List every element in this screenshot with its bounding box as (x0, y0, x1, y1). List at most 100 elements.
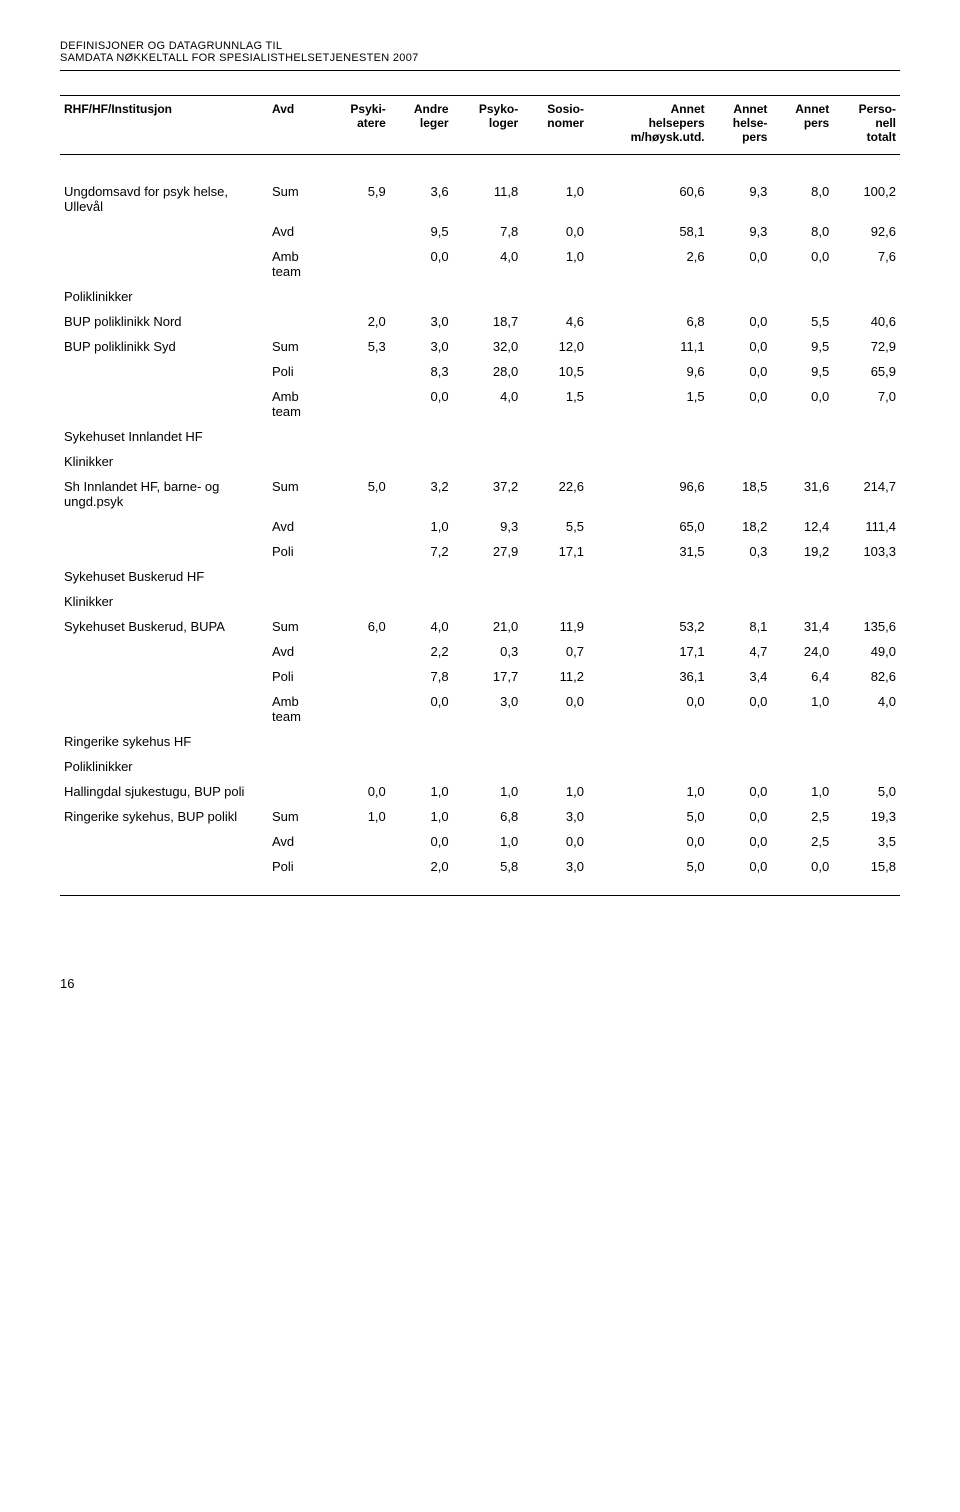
cell-value: 0,0 (709, 334, 772, 359)
col-andreleger-l1: Andre (414, 102, 449, 116)
cell-value: 0,0 (709, 244, 772, 284)
col-annet-pers-l2: pers (804, 116, 829, 130)
row-type: Poli (268, 664, 326, 689)
row-type: Ambteam (268, 384, 326, 424)
row-label (60, 219, 268, 244)
cell-value: 0,0 (588, 689, 709, 729)
cell-value: 4,0 (390, 614, 453, 639)
row-type: Avd (268, 639, 326, 664)
cell-value: 3,0 (390, 309, 453, 334)
cell-value: 18,2 (709, 514, 772, 539)
cell-value: 7,8 (390, 664, 453, 689)
cell-value: 9,6 (588, 359, 709, 384)
section-label: Klinikker (60, 449, 900, 474)
cell-value: 5,9 (326, 179, 390, 219)
cell-value: 92,6 (833, 219, 900, 244)
table-row: Avd2,20,30,717,14,724,049,0 (60, 639, 900, 664)
row-label (60, 514, 268, 539)
cell-value: 2,0 (390, 854, 453, 879)
section-label: Sykehuset Buskerud HF (60, 564, 900, 589)
cell-value: 0,0 (390, 244, 453, 284)
row-type: Sum (268, 804, 326, 829)
cell-value: 6,0 (326, 614, 390, 639)
cell-value: 8,0 (771, 179, 833, 219)
row-label: Ungdomsavd for psyk helse, Ullevål (60, 179, 268, 219)
cell-value: 5,3 (326, 334, 390, 359)
cell-value: 0,0 (771, 854, 833, 879)
col-sosionomer-l1: Sosio- (547, 102, 584, 116)
cell-value: 6,4 (771, 664, 833, 689)
row-label (60, 359, 268, 384)
cell-value: 0,0 (588, 829, 709, 854)
cell-value: 0,0 (522, 219, 588, 244)
cell-value: 9,5 (771, 359, 833, 384)
section-row: Poliklinikker (60, 754, 900, 779)
table-row: Sh Innlandet HF, barne- og ungd.psykSum5… (60, 474, 900, 514)
col-sosionomer: Sosio- nomer (522, 96, 588, 155)
cell-value: 65,0 (588, 514, 709, 539)
table-row: Poli7,817,711,236,13,46,482,6 (60, 664, 900, 689)
row-label: BUP poliklinikk Syd (60, 334, 268, 359)
cell-value: 7,0 (833, 384, 900, 424)
col-avd-label: Avd (272, 102, 294, 116)
row-label (60, 539, 268, 564)
table-row: Ambteam0,03,00,00,00,01,04,0 (60, 689, 900, 729)
cell-value: 103,3 (833, 539, 900, 564)
col-annet-pers-l1: Annet (795, 102, 829, 116)
section-row: Klinikker (60, 589, 900, 614)
section-row: Poliklinikker (60, 284, 900, 309)
cell-value: 8,1 (709, 614, 772, 639)
table-row: BUP poliklinikk SydSum5,33,032,012,011,1… (60, 334, 900, 359)
cell-value: 3,0 (390, 334, 453, 359)
cell-value: 27,9 (453, 539, 523, 564)
cell-value: 2,5 (771, 804, 833, 829)
row-type: Ambteam (268, 244, 326, 284)
cell-value: 9,5 (390, 219, 453, 244)
cell-value: 82,6 (833, 664, 900, 689)
page-number: 16 (60, 976, 900, 991)
cell-value: 17,1 (588, 639, 709, 664)
col-annet-helsepers-hoysk: Annet helsepers m/høysk.utd. (588, 96, 709, 155)
col-psykiatere-l1: Psyki- (350, 102, 385, 116)
page-header: DEFINISJONER OG DATAGRUNNLAG TIL SAMDATA… (60, 40, 900, 71)
cell-value: 72,9 (833, 334, 900, 359)
cell-value: 31,6 (771, 474, 833, 514)
table-row: Avd9,57,80,058,19,38,092,6 (60, 219, 900, 244)
col-andreleger: Andre leger (390, 96, 453, 155)
cell-value: 0,0 (390, 829, 453, 854)
col-sosionomer-l2: nomer (547, 116, 584, 130)
header-line1-a: D (60, 40, 68, 52)
cell-value: 4,0 (453, 384, 523, 424)
section-label: Klinikker (60, 589, 900, 614)
cell-value: 0,0 (709, 689, 772, 729)
header-line2-c: 2007 (390, 52, 419, 64)
cell-value: 4,7 (709, 639, 772, 664)
cell-value: 0,0 (709, 779, 772, 804)
section-label: Ringerike sykehus HF (60, 729, 900, 754)
cell-value: 5,0 (833, 779, 900, 804)
header-line2-a: SAMDATA N (60, 52, 125, 64)
cell-value: 8,3 (390, 359, 453, 384)
cell-value: 3,6 (390, 179, 453, 219)
cell-value: 60,6 (588, 179, 709, 219)
header-line2-b: ØKKELTALL FOR SPESIALISTHELSETJENESTEN (125, 52, 390, 64)
table-row: Poli7,227,917,131,50,319,2103,3 (60, 539, 900, 564)
cell-value: 0,0 (522, 689, 588, 729)
cell-value: 31,5 (588, 539, 709, 564)
row-type: Sum (268, 179, 326, 219)
cell-value: 7,6 (833, 244, 900, 284)
cell-value: 31,4 (771, 614, 833, 639)
cell-value: 11,8 (453, 179, 523, 219)
cell-value: 3,0 (522, 854, 588, 879)
cell-value: 36,1 (588, 664, 709, 689)
col-pt-l2: nell (875, 116, 896, 130)
cell-value: 135,6 (833, 614, 900, 639)
row-label: Ringerike sykehus, BUP polikl (60, 804, 268, 829)
cell-value: 9,5 (771, 334, 833, 359)
row-type (268, 779, 326, 804)
cell-value: 40,6 (833, 309, 900, 334)
cell-value: 11,2 (522, 664, 588, 689)
col-annet-hp-l3: pers (742, 130, 767, 144)
cell-value: 6,8 (588, 309, 709, 334)
cell-value: 49,0 (833, 639, 900, 664)
